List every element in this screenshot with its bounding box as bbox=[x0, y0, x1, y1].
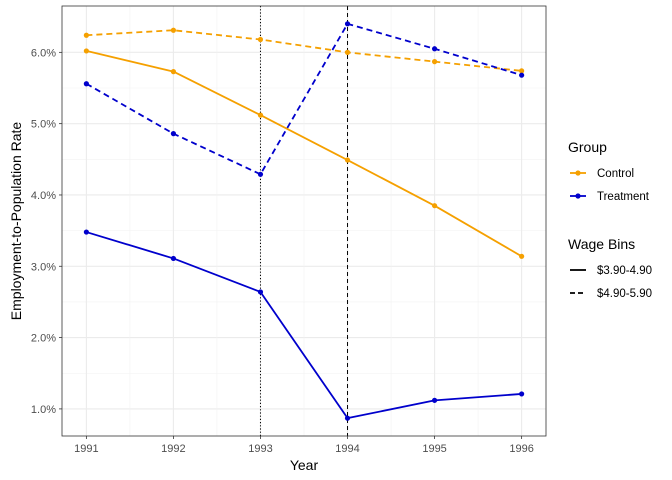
data-point-treatment-lower-bin bbox=[344, 415, 351, 421]
data-point-control-lower-bin bbox=[170, 69, 177, 75]
x-tick-label: 1996 bbox=[509, 443, 533, 455]
x-axis-ticks: 1991 1992 1993 1994 1995 1996 bbox=[74, 436, 534, 455]
x-tick-label: 1994 bbox=[335, 443, 359, 455]
series-line-treatment-upper-bin bbox=[85, 22, 522, 176]
legend-key-point bbox=[575, 193, 581, 199]
data-point-control-upper-bin bbox=[344, 49, 351, 55]
y-tick-label: 5.0% bbox=[31, 119, 56, 131]
series-line-control-upper-bin bbox=[86, 29, 522, 72]
data-point-control-lower-bin bbox=[257, 112, 264, 118]
x-axis-title: Year bbox=[290, 457, 319, 473]
data-point-control-upper-bin bbox=[170, 27, 177, 33]
series-line-treatment-lower-bin bbox=[86, 231, 522, 420]
data-point-treatment-upper-bin bbox=[170, 131, 177, 137]
legend-item-label: Treatment bbox=[597, 191, 650, 203]
data-point-treatment-lower-bin bbox=[170, 255, 177, 262]
data-point-treatment-lower-bin bbox=[519, 391, 525, 397]
legend-item-label: Control bbox=[597, 168, 634, 180]
data-point-control-lower-bin bbox=[83, 48, 89, 54]
legend-item-label: $4.90-5.90 bbox=[597, 288, 652, 300]
x-tick-label: 1995 bbox=[422, 443, 446, 455]
data-point-control-upper-bin bbox=[519, 68, 525, 74]
data-point-treatment-upper-bin bbox=[257, 171, 264, 177]
x-tick-label: 1992 bbox=[161, 443, 185, 455]
y-tick-label: 6.0% bbox=[31, 47, 56, 59]
y-axis-title: Employment-to-Population Rate bbox=[8, 122, 24, 321]
data-point-control-lower-bin bbox=[431, 203, 438, 209]
legend-title: Group bbox=[568, 139, 607, 155]
data-point-treatment-upper-bin bbox=[344, 21, 351, 27]
data-point-control-upper-bin bbox=[257, 36, 264, 43]
data-point-control-upper-bin bbox=[431, 59, 438, 65]
data-point-treatment-upper-bin bbox=[431, 46, 438, 52]
y-axis-ticks: 1.0% 2.0% 3.0% 4.0% 5.0% 6.0% bbox=[31, 47, 62, 416]
legend-item-label: $3.90-4.90 bbox=[597, 265, 652, 277]
panel-border bbox=[61, 5, 547, 437]
legend-key-point bbox=[575, 170, 581, 176]
x-tick-label: 1993 bbox=[248, 443, 272, 455]
y-tick-label: 1.0% bbox=[31, 404, 56, 416]
data-point-treatment-lower-bin bbox=[83, 229, 89, 235]
series-layer bbox=[83, 21, 525, 421]
data-point-treatment-lower-bin bbox=[257, 289, 264, 295]
data-point-control-lower-bin bbox=[344, 157, 351, 163]
legend: Group Control Treatment Wage Bins $3.90-4.90… bbox=[568, 139, 652, 300]
series-line-control-lower-bin bbox=[86, 50, 523, 258]
data-point-treatment-upper-bin bbox=[519, 72, 525, 78]
x-tick-label: 1991 bbox=[74, 443, 98, 455]
data-point-control-lower-bin bbox=[519, 253, 525, 259]
legend-title: Wage Bins bbox=[568, 236, 635, 252]
data-point-treatment-lower-bin bbox=[431, 397, 438, 403]
y-tick-label: 4.0% bbox=[31, 190, 56, 202]
data-point-control-upper-bin bbox=[83, 32, 89, 38]
y-tick-label: 2.0% bbox=[31, 333, 56, 345]
reference-lines bbox=[259, 6, 349, 436]
grid-lines bbox=[62, 6, 546, 436]
data-point-treatment-upper-bin bbox=[83, 81, 89, 87]
y-tick-label: 3.0% bbox=[31, 261, 56, 273]
